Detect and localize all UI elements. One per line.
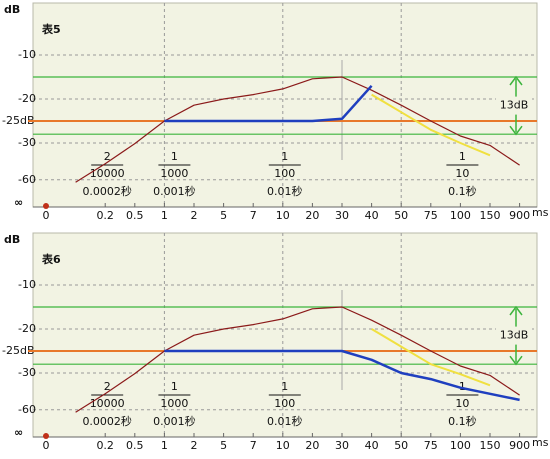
fraction-label: 0.1秒 bbox=[448, 414, 477, 428]
origin-dot bbox=[43, 203, 49, 209]
plot-area bbox=[32, 2, 538, 208]
y-tick-label: -25dB bbox=[2, 114, 35, 127]
series-line bbox=[164, 84, 373, 123]
fraction-numerator: 1 bbox=[171, 380, 178, 393]
fraction-denominator: 100 bbox=[274, 397, 295, 410]
x-tick-label: 20 bbox=[305, 209, 319, 222]
x-tick-label: 1 bbox=[161, 439, 168, 452]
x-tick-label: 50 bbox=[394, 209, 408, 222]
x-tick-label: 30 bbox=[335, 209, 349, 222]
fraction-label: 0.001秒 bbox=[153, 414, 196, 428]
series-line bbox=[75, 306, 520, 413]
annotation: 13dB bbox=[500, 99, 529, 112]
x-tick-label: 50 bbox=[394, 439, 408, 452]
fraction-numerator: 2 bbox=[104, 380, 111, 393]
x-tick-label: 30 bbox=[335, 439, 349, 452]
x-tick-label: 0 bbox=[43, 209, 50, 222]
x-tick-label: 75 bbox=[424, 209, 438, 222]
y-tick-label: -20 bbox=[18, 322, 36, 335]
x-tick-label: 0.5 bbox=[126, 439, 144, 452]
fraction-denominator: 1000 bbox=[160, 167, 188, 180]
y-bottom-label: ∞ bbox=[14, 196, 23, 209]
x-tick-label: 10 bbox=[276, 209, 290, 222]
x-unit: ms bbox=[532, 436, 549, 449]
x-tick-label: 7 bbox=[250, 439, 257, 452]
fraction-numerator: 1 bbox=[281, 150, 288, 163]
origin-dot bbox=[43, 433, 49, 439]
panel: dB 表6 -10 -20 -25dB -30 -60 ∞ 13dB 0 0.2 0.5 1 2 5 7 10 2… bbox=[2, 232, 549, 452]
x-tick-label: 2 bbox=[191, 439, 198, 452]
x-tick-label: 2 bbox=[191, 209, 198, 222]
arrow-head bbox=[509, 305, 523, 366]
y-tick-label: -60 bbox=[18, 173, 36, 186]
fraction-denominator: 10 bbox=[455, 397, 469, 410]
x-tick-label: 900 bbox=[509, 439, 530, 452]
panel: dB 表5 -10 -20 -25dB -30 -60 ∞ 13dB 0 0.2 0.5 1 2 5 7 10 2… bbox=[2, 2, 549, 222]
series-line bbox=[371, 328, 491, 387]
x-tick-label: 75 bbox=[424, 439, 438, 452]
y-tick-label: -60 bbox=[18, 403, 36, 416]
fraction-numerator: 1 bbox=[281, 380, 288, 393]
x-tick-label: 7 bbox=[250, 209, 257, 222]
fraction-label: 0.0002秒 bbox=[82, 414, 132, 428]
x-tick-label: 0.2 bbox=[96, 209, 114, 222]
y-bottom-label: ∞ bbox=[14, 426, 23, 439]
x-tick-label: 5 bbox=[220, 209, 227, 222]
annotation: 13dB bbox=[500, 329, 529, 342]
chart-title: 表6 bbox=[41, 252, 61, 266]
series-line bbox=[371, 93, 491, 157]
x-unit: ms bbox=[532, 206, 549, 219]
fraction-numerator: 1 bbox=[459, 380, 466, 393]
x-tick-label: 150 bbox=[480, 439, 501, 452]
x-tick-label: 20 bbox=[305, 439, 319, 452]
y-axis-label: dB bbox=[4, 3, 20, 16]
y-tick-label: -20 bbox=[18, 92, 36, 105]
x-tick-label: 10 bbox=[276, 439, 290, 452]
fraction-numerator: 1 bbox=[171, 150, 178, 163]
chart-title: 表5 bbox=[41, 22, 61, 36]
fraction-label: 0.0002秒 bbox=[82, 184, 132, 198]
fraction-denominator: 10000 bbox=[90, 167, 125, 180]
fraction-numerator: 2 bbox=[104, 150, 111, 163]
annotation-box bbox=[496, 96, 532, 115]
fraction-label: 0.01秒 bbox=[267, 414, 303, 428]
x-tick-label: 150 bbox=[480, 209, 501, 222]
y-tick-label: -25dB bbox=[2, 344, 35, 357]
x-tick-label: 900 bbox=[509, 209, 530, 222]
x-tick-label: 100 bbox=[450, 209, 471, 222]
fraction-label: 0.1秒 bbox=[448, 184, 477, 198]
x-tick-label: 0 bbox=[43, 439, 50, 452]
arrow-head bbox=[509, 75, 523, 136]
y-tick-label: -30 bbox=[18, 366, 36, 379]
y-tick-label: -10 bbox=[18, 278, 36, 291]
series-line bbox=[164, 349, 520, 402]
plot-area bbox=[32, 232, 538, 438]
fraction-denominator: 100 bbox=[274, 167, 295, 180]
x-tick-label: 1 bbox=[161, 209, 168, 222]
x-tick-label: 5 bbox=[220, 439, 227, 452]
annotation-box bbox=[496, 326, 532, 345]
fraction-denominator: 1000 bbox=[160, 397, 188, 410]
y-axis-label: dB bbox=[4, 233, 20, 246]
fraction-numerator: 1 bbox=[459, 150, 466, 163]
fraction-denominator: 10 bbox=[455, 167, 469, 180]
series-line bbox=[75, 76, 520, 183]
y-tick-label: -30 bbox=[18, 136, 36, 149]
x-tick-label: 0.2 bbox=[96, 439, 114, 452]
fraction-denominator: 10000 bbox=[90, 397, 125, 410]
x-tick-label: 40 bbox=[365, 439, 379, 452]
fraction-label: 0.01秒 bbox=[267, 184, 303, 198]
x-tick-label: 100 bbox=[450, 439, 471, 452]
x-tick-label: 40 bbox=[365, 209, 379, 222]
y-tick-label: -10 bbox=[18, 48, 36, 61]
x-tick-label: 0.5 bbox=[126, 209, 144, 222]
fraction-label: 0.001秒 bbox=[153, 184, 196, 198]
